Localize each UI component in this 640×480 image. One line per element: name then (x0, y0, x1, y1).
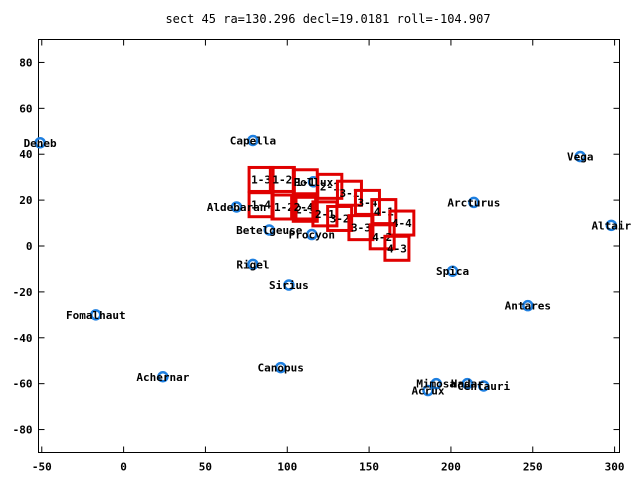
y-tick-label: -40 (13, 332, 33, 345)
x-tick-label: 200 (441, 461, 461, 474)
star-marker (605, 219, 618, 232)
sector-box (347, 214, 375, 242)
star-label: Vega (567, 151, 594, 164)
star-label: Fomalhaut (66, 309, 126, 322)
star-label: Deneb (24, 137, 57, 150)
sector-label: 4-4 (392, 217, 412, 230)
star-marker (522, 299, 534, 312)
star-label: Betelgeuse (236, 224, 303, 237)
sector-label: 2-1 (315, 208, 335, 221)
star-label: Pollux (294, 176, 334, 189)
x-tick-label: 250 (523, 461, 543, 474)
y-tick-label: 0 (26, 240, 33, 253)
plot-frame (38, 39, 620, 453)
sector-label: 3-2 (330, 212, 350, 225)
star-label: Mimosa (416, 378, 456, 391)
x-tick-label: -50 (32, 461, 52, 474)
star-marker (157, 371, 169, 383)
star-marker (274, 361, 287, 374)
sector-label: 3-3 (351, 222, 371, 235)
sector-label: 2-4 (294, 201, 314, 214)
star-marker (461, 377, 474, 390)
sector-box (311, 200, 339, 228)
sector-boxes: 1-3 1-2 1-11-42-12-31-2 2-43-12-13-23-43-34… (247, 165, 416, 262)
y-tick-label: -60 (13, 378, 33, 391)
star-label: Capella (230, 134, 276, 147)
y-tick-label: 40 (19, 148, 32, 161)
star-label: Acrux (411, 385, 444, 398)
star-label: Centauri (457, 380, 510, 393)
star-marker (430, 377, 442, 390)
x-tick-label: 100 (277, 461, 297, 474)
star-marker (247, 134, 259, 147)
star-marker (306, 228, 318, 241)
star-label: Altair (591, 219, 631, 232)
star-label: Hadar (451, 378, 484, 391)
star-label: Arcturus (447, 196, 500, 209)
sector-box (383, 234, 411, 262)
y-tick-label: -20 (13, 286, 33, 299)
star-label: Procyon (289, 229, 335, 242)
y-tick-label: 20 (19, 194, 32, 207)
star-label: Spica (436, 265, 469, 278)
y-tick-label: -80 (13, 424, 33, 437)
y-tick-label: 80 (19, 56, 32, 69)
star-marker (34, 137, 46, 149)
axis-ticks: -50 0 50 100 150 200 250 300 -80 -60 -40 -20 0 20 40 60… (13, 39, 625, 474)
x-tick-label: 150 (359, 461, 379, 474)
star-labels: Deneb Capella Pollux Aldebaran BetelgeusePro… (24, 134, 632, 397)
sector-label: 2-3 (295, 203, 315, 216)
star-marker (477, 380, 490, 392)
star-marker (422, 384, 434, 397)
star-markers (34, 134, 618, 397)
sector-box (270, 193, 298, 221)
star-marker (283, 279, 295, 291)
sector-label: 2-1 (320, 180, 340, 193)
star-marker (230, 201, 243, 213)
star-label: Achernar (136, 371, 189, 384)
star-label: Rigel (236, 258, 269, 271)
sector-box (290, 193, 318, 221)
star-label: Canopus (258, 362, 304, 375)
star-marker (247, 258, 259, 271)
chart-title: sect 45 ra=130.296 decl=19.0181 roll=-10… (165, 12, 490, 26)
sector-box (291, 195, 319, 223)
star-marker (446, 265, 459, 277)
sector-box (326, 204, 354, 232)
star-marker (263, 224, 276, 236)
sector-label: 1-2 (272, 173, 292, 186)
star-label: Sirius (269, 279, 309, 292)
star-marker (468, 196, 480, 209)
sector-label: 1-4 (251, 199, 271, 212)
star-marker (90, 309, 102, 321)
star-label: Antares (505, 300, 551, 313)
sector-box (316, 172, 344, 200)
star-marker (574, 150, 586, 163)
sector-label: 1-3 (251, 173, 271, 186)
sector-label: 4-3 (387, 242, 407, 255)
x-tick-label: 300 (605, 461, 625, 474)
sector-label: 4-2 (372, 231, 392, 244)
x-tick-label: 0 (120, 461, 127, 474)
sector-label: 1-1 (295, 176, 315, 189)
sector-label: 1-2 (274, 201, 294, 214)
y-tick-label: 60 (19, 102, 32, 115)
x-tick-label: 50 (199, 461, 212, 474)
star-label: Aldebaran (207, 201, 267, 214)
